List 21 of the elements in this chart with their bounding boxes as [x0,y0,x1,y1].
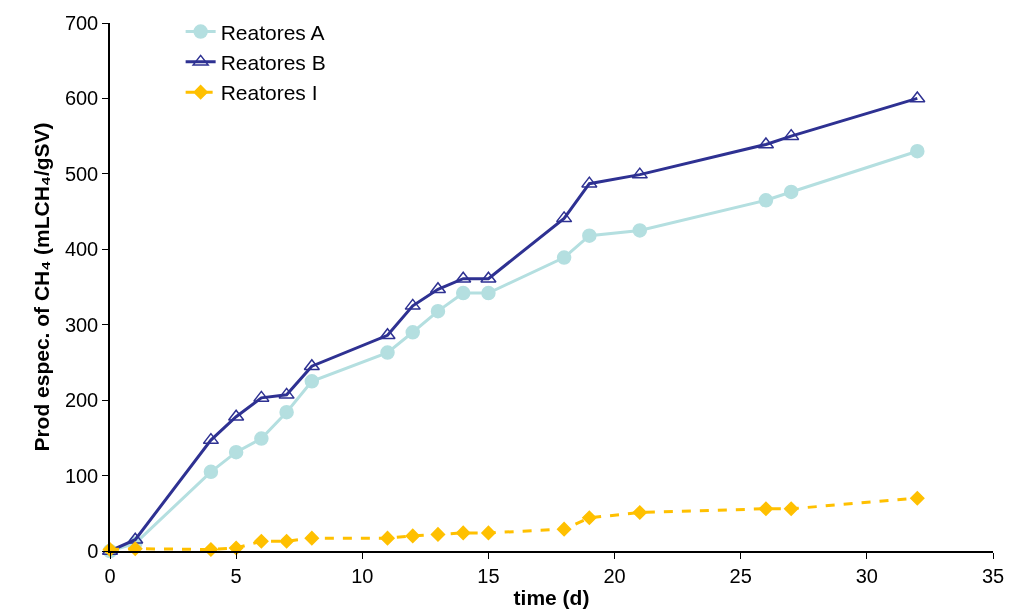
x-tick-label: 35 [981,564,1005,587]
y-tick-label: 600 [64,87,99,110]
y-tick-label: 100 [64,464,99,487]
y-tick-label: 200 [64,389,99,412]
x-tick-label: 30 [855,564,878,587]
y-tick-label: 700 [64,12,99,34]
legend-label: Reatores B [220,51,326,75]
x-tick-label: 5 [230,564,242,587]
x-tick-label: 20 [603,564,626,587]
x-tick-label: 0 [104,564,116,587]
y-axis-title: Prod espec. of CH₄ (mLCH₄/gSV) [29,122,53,452]
legend-label: Reatores I [220,81,318,105]
x-tick-label: 10 [351,564,374,587]
y-tick-label: 500 [64,162,99,185]
x-tick-label: 15 [477,564,500,587]
y-tick-label: 0 [87,540,99,562]
legend-label: Reatores A [220,20,325,44]
x-tick-label: 25 [729,564,752,587]
x-axis-title: time (d) [513,586,590,609]
y-tick-label: 300 [64,313,99,336]
y-tick-label: 400 [64,238,99,261]
